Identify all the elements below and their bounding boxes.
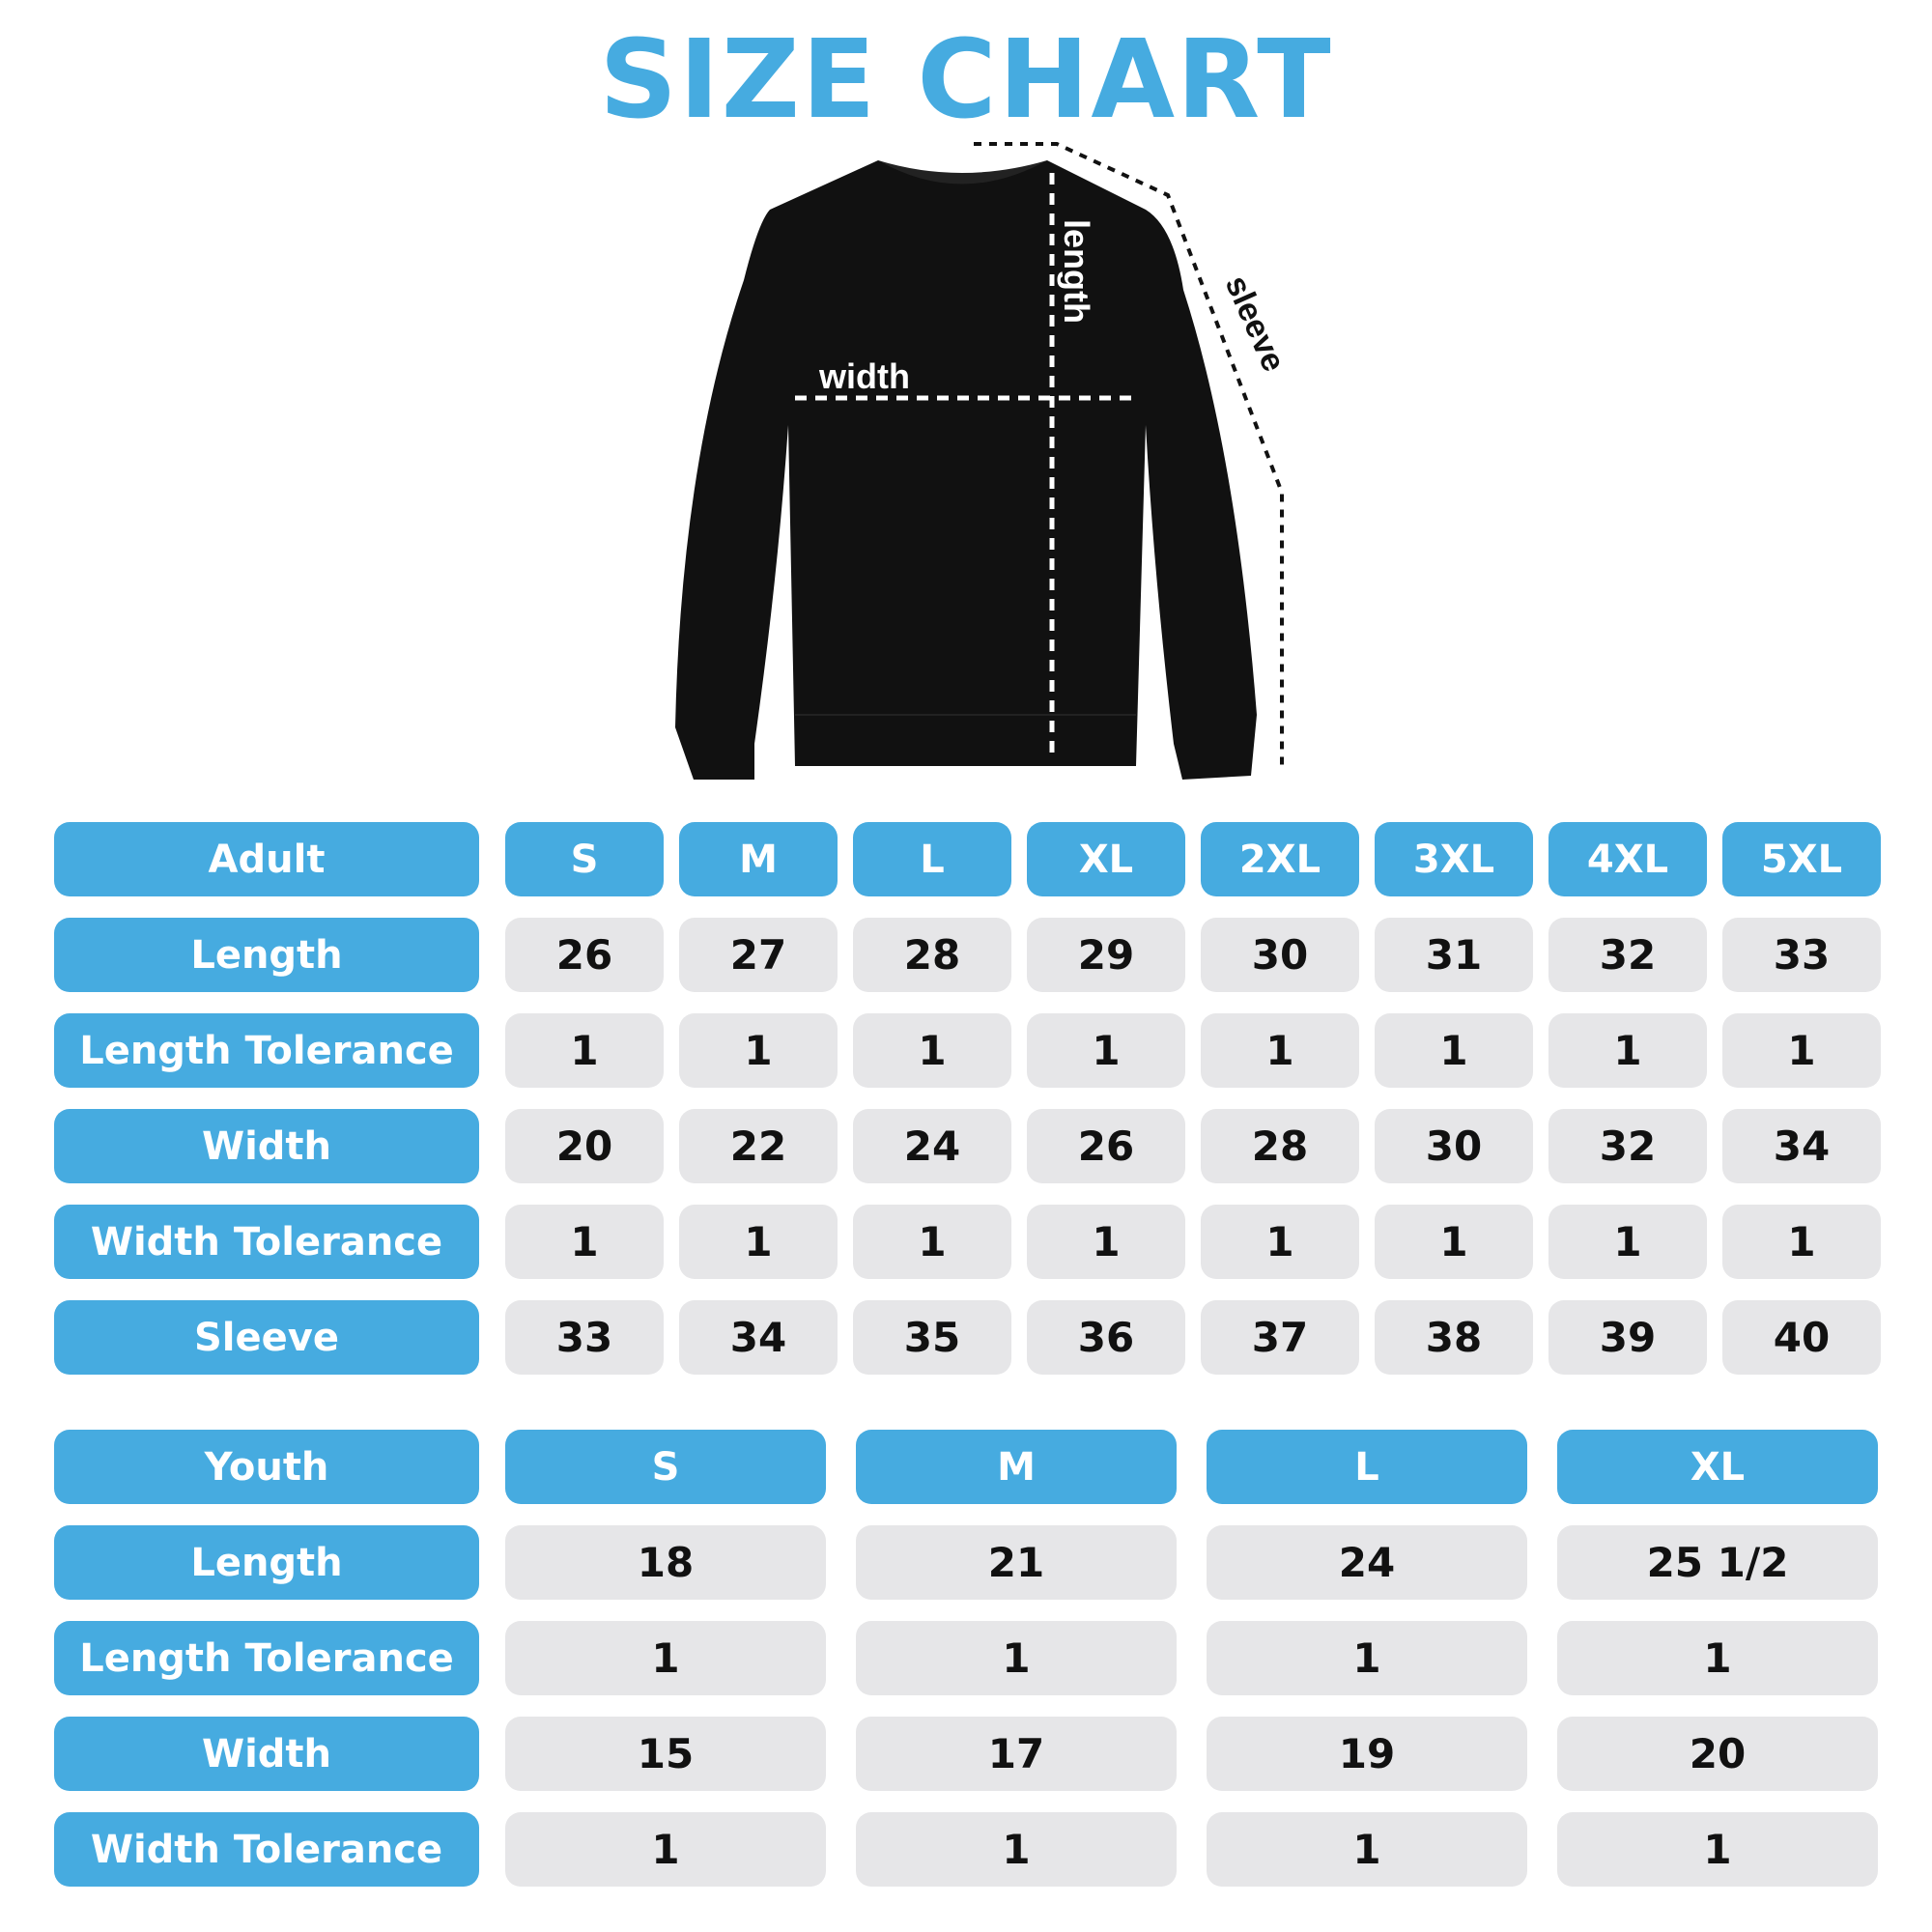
adult-value-cell: 1 — [1375, 1013, 1533, 1088]
youth-value-cell: 1 — [505, 1621, 826, 1695]
adult-value-cell: 1 — [1722, 1205, 1881, 1279]
youth-value-cell: 1 — [856, 1621, 1177, 1695]
adult-value-cell: 34 — [679, 1300, 838, 1375]
adult-size-header: S — [505, 822, 664, 896]
adult-value-cell: 32 — [1548, 1109, 1707, 1183]
adult-size-header: M — [679, 822, 838, 896]
adult-size-header: 3XL — [1375, 822, 1533, 896]
youth-value-cell: 20 — [1557, 1717, 1878, 1791]
adult-value-cell: 1 — [679, 1205, 838, 1279]
adult-value-cell: 40 — [1722, 1300, 1881, 1375]
adult-value-cell: 1 — [1201, 1205, 1359, 1279]
youth-value-cell: 15 — [505, 1717, 826, 1791]
adult-row-label: Width — [54, 1109, 479, 1183]
adult-value-cell: 35 — [853, 1300, 1011, 1375]
adult-value-cell: 36 — [1027, 1300, 1185, 1375]
adult-value-cell: 38 — [1375, 1300, 1533, 1375]
adult-size-header: 5XL — [1722, 822, 1881, 896]
adult-value-cell: 33 — [505, 1300, 664, 1375]
adult-value-cell: 28 — [1201, 1109, 1359, 1183]
adult-value-cell: 33 — [1722, 918, 1881, 992]
width-label: width — [818, 356, 910, 396]
youth-value-cell: 1 — [1207, 1812, 1527, 1887]
adult-value-cell: 26 — [1027, 1109, 1185, 1183]
youth-value-cell: 24 — [1207, 1525, 1527, 1600]
adult-value-cell: 1 — [1548, 1013, 1707, 1088]
adult-value-cell: 1 — [853, 1205, 1011, 1279]
adult-value-cell: 30 — [1375, 1109, 1533, 1183]
adult-header-label: Adult — [54, 822, 479, 896]
adult-value-cell: 1 — [1201, 1013, 1359, 1088]
adult-value-cell: 1 — [1722, 1013, 1881, 1088]
youth-size-header: S — [505, 1430, 826, 1504]
sweater-illustration — [675, 160, 1257, 780]
youth-value-cell: 1 — [1557, 1621, 1878, 1695]
adult-value-cell: 39 — [1548, 1300, 1707, 1375]
youth-size-header: L — [1207, 1430, 1527, 1504]
youth-value-cell: 19 — [1207, 1717, 1527, 1791]
adult-value-cell: 1 — [679, 1013, 838, 1088]
adult-value-cell: 32 — [1548, 918, 1707, 992]
youth-value-cell: 21 — [856, 1525, 1177, 1600]
sleeve-label: sleeve — [1218, 270, 1293, 377]
adult-row-label: Length Tolerance — [54, 1013, 479, 1088]
adult-row-label: Length — [54, 918, 479, 992]
adult-value-cell: 1 — [1027, 1013, 1185, 1088]
youth-value-cell: 18 — [505, 1525, 826, 1600]
adult-value-cell: 1 — [853, 1013, 1011, 1088]
adult-value-cell: 30 — [1201, 918, 1359, 992]
adult-size-header: XL — [1027, 822, 1185, 896]
adult-value-cell: 34 — [1722, 1109, 1881, 1183]
youth-row-label: Width Tolerance — [54, 1812, 479, 1887]
adult-value-cell: 26 — [505, 918, 664, 992]
adult-value-cell: 1 — [1548, 1205, 1707, 1279]
youth-value-cell: 1 — [505, 1812, 826, 1887]
adult-value-cell: 1 — [505, 1205, 664, 1279]
adult-row-label: Sleeve — [54, 1300, 479, 1375]
youth-header-label: Youth — [54, 1430, 479, 1504]
youth-value-cell: 25 1/2 — [1557, 1525, 1878, 1600]
adult-value-cell: 20 — [505, 1109, 664, 1183]
sweater-diagram: width length sleeve — [675, 142, 1293, 780]
adult-value-cell: 29 — [1027, 918, 1185, 992]
youth-value-cell: 1 — [856, 1812, 1177, 1887]
adult-value-cell: 27 — [679, 918, 838, 992]
length-label: length — [1057, 219, 1096, 324]
adult-value-cell: 24 — [853, 1109, 1011, 1183]
adult-value-cell: 37 — [1201, 1300, 1359, 1375]
youth-size-header: M — [856, 1430, 1177, 1504]
adult-value-cell: 1 — [1027, 1205, 1185, 1279]
adult-value-cell: 31 — [1375, 918, 1533, 992]
youth-value-cell: 1 — [1207, 1621, 1527, 1695]
adult-size-header: 4XL — [1548, 822, 1707, 896]
youth-value-cell: 17 — [856, 1717, 1177, 1791]
adult-value-cell: 1 — [505, 1013, 664, 1088]
page-title: SIZE CHART — [599, 17, 1333, 143]
sleeve-measure-line — [974, 142, 1284, 770]
adult-size-header: 2XL — [1201, 822, 1359, 896]
adult-value-cell: 28 — [853, 918, 1011, 992]
youth-row-label: Length Tolerance — [54, 1621, 479, 1695]
adult-size-header: L — [853, 822, 1011, 896]
youth-value-cell: 1 — [1557, 1812, 1878, 1887]
adult-value-cell: 22 — [679, 1109, 838, 1183]
adult-row-label: Width Tolerance — [54, 1205, 479, 1279]
youth-row-label: Length — [54, 1525, 479, 1600]
youth-size-header: XL — [1557, 1430, 1878, 1504]
adult-value-cell: 1 — [1375, 1205, 1533, 1279]
youth-row-label: Width — [54, 1717, 479, 1791]
